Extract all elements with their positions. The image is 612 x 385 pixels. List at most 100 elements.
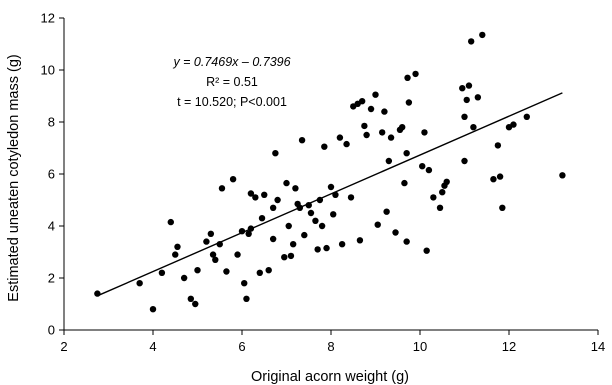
data-point (192, 300, 199, 308)
data-point (223, 268, 230, 275)
data-point (461, 157, 468, 165)
data-point (490, 176, 497, 183)
data-point (474, 94, 482, 101)
data-point (401, 179, 408, 187)
data-point (338, 241, 346, 248)
data-point (374, 221, 381, 228)
data-point (283, 179, 290, 187)
data-point (403, 150, 410, 157)
y-tick-label: 0 (48, 323, 55, 338)
data-point (180, 274, 188, 282)
data-point (559, 172, 566, 179)
data-point (305, 202, 312, 209)
x-tick-label: 8 (327, 339, 334, 354)
data-point (372, 91, 379, 98)
data-point (423, 247, 430, 254)
data-point (229, 176, 237, 183)
data-point (399, 124, 406, 131)
data-point (510, 121, 517, 128)
data-point (149, 306, 157, 313)
data-point (174, 243, 181, 250)
data-point (347, 194, 355, 201)
data-point (94, 290, 101, 297)
data-point (314, 246, 321, 253)
regression-line (97, 92, 563, 297)
data-point (252, 194, 259, 201)
data-point (301, 231, 308, 239)
data-point (479, 31, 486, 39)
data-point (241, 280, 248, 287)
data-point (289, 241, 297, 248)
data-point (272, 150, 279, 157)
data-point (327, 183, 335, 191)
x-axis-title: Original acorn weight (g) (251, 369, 409, 385)
data-point (256, 269, 263, 276)
y-tick-label: 8 (48, 115, 55, 130)
regression-equation: y = 0.7469x – 0.7396 (172, 55, 290, 69)
y-tick-label: 12 (41, 11, 55, 26)
data-point (392, 229, 399, 236)
y-tick-label: 6 (48, 167, 55, 182)
data-point (419, 163, 426, 170)
data-point (330, 211, 337, 218)
y-tick-label: 4 (48, 219, 55, 234)
data-point (383, 208, 390, 215)
data-point (436, 204, 444, 211)
data-point (312, 217, 319, 224)
data-point (234, 251, 241, 258)
data-point (361, 122, 368, 130)
data-point (298, 137, 306, 144)
data-point (381, 108, 388, 115)
data-point (216, 241, 223, 248)
data-point (158, 269, 166, 276)
data-point (387, 134, 395, 141)
t-statistic-label: t = 10.520; P<0.001 (177, 95, 287, 109)
data-point (412, 70, 419, 78)
data-point (167, 218, 174, 226)
x-tick-label: 4 (149, 339, 156, 354)
data-point (332, 191, 339, 198)
data-point (207, 230, 215, 237)
data-point (247, 190, 255, 197)
data-point (194, 267, 201, 274)
data-point (494, 142, 502, 149)
data-point (307, 209, 315, 217)
data-point (269, 235, 277, 243)
x-ticks: 2 4 6 8 10 12 14 (60, 330, 605, 354)
data-point (285, 222, 292, 230)
data-point (187, 295, 195, 302)
y-ticks: 0 2 4 6 8 10 12 (41, 11, 64, 338)
data-point (243, 295, 250, 302)
data-point (358, 98, 366, 105)
data-point (318, 222, 326, 230)
data-point (378, 129, 386, 136)
data-point (403, 238, 410, 245)
data-point (238, 228, 246, 235)
y-tick-label: 2 (48, 271, 55, 286)
data-point (523, 113, 530, 121)
x-tick-label: 10 (413, 339, 427, 354)
data-point (439, 189, 446, 196)
data-point (292, 185, 299, 192)
data-point (281, 254, 288, 261)
data-point (425, 166, 433, 174)
data-point (467, 38, 475, 45)
data-point (258, 215, 266, 222)
r-squared-label: R² = 0.51 (206, 75, 258, 89)
x-tick-label: 12 (502, 339, 516, 354)
data-point (261, 191, 268, 198)
data-point (265, 267, 272, 274)
data-point (465, 82, 473, 89)
data-point (172, 251, 179, 258)
data-point (463, 96, 470, 104)
data-point (459, 85, 466, 92)
data-point (356, 237, 364, 244)
data-point (218, 185, 226, 192)
data-point (321, 143, 328, 150)
data-point (287, 252, 295, 260)
data-point (496, 173, 504, 180)
data-point (470, 124, 477, 131)
data-point (461, 113, 468, 121)
x-tick-label: 6 (238, 339, 245, 354)
